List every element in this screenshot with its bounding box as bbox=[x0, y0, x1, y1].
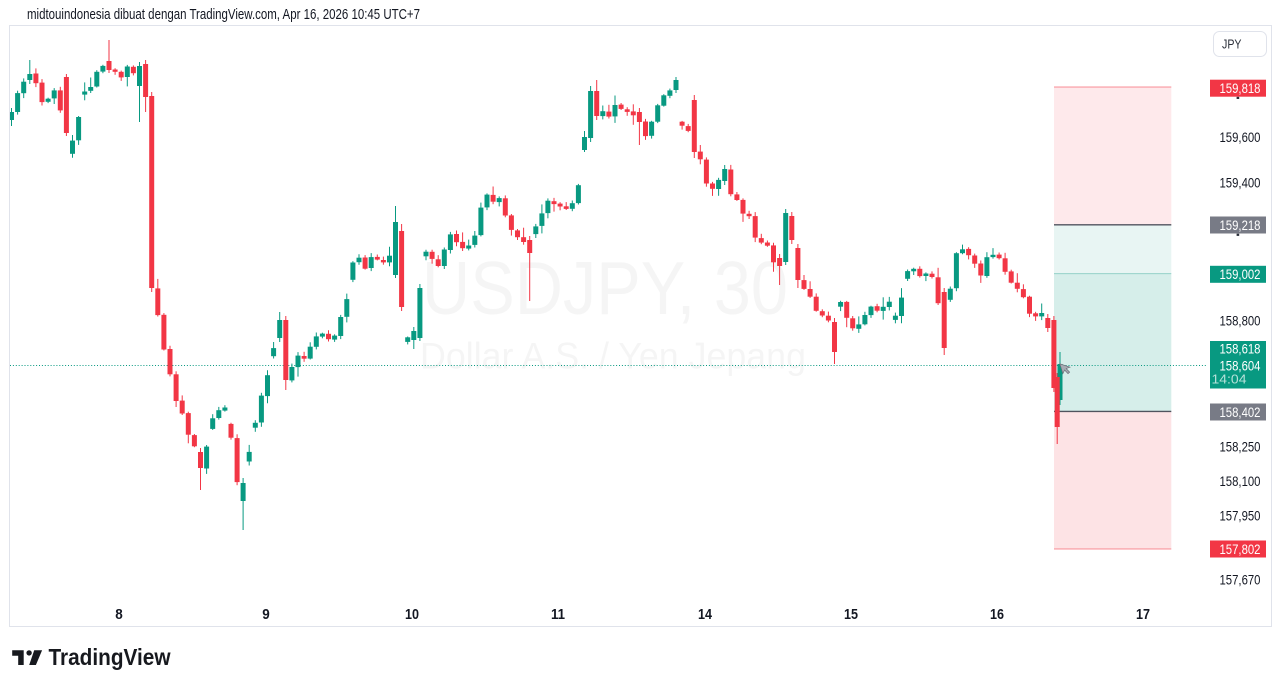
svg-text:158,800: 158,800 bbox=[1220, 313, 1261, 328]
svg-text:14: 14 bbox=[698, 607, 712, 623]
svg-text:158,604: 158,604 bbox=[1220, 358, 1261, 373]
svg-text:159,600: 159,600 bbox=[1220, 130, 1261, 145]
svg-text:9: 9 bbox=[262, 607, 270, 623]
svg-text:158,402: 158,402 bbox=[1220, 405, 1261, 420]
svg-text:158,618: 158,618 bbox=[1220, 341, 1261, 356]
svg-text:16: 16 bbox=[990, 607, 1004, 623]
svg-text:TradingView: TradingView bbox=[49, 644, 171, 670]
svg-text:USDJPY, 30: USDJPY, 30 bbox=[422, 246, 788, 330]
svg-text:11: 11 bbox=[551, 607, 565, 623]
svg-text:157,802: 157,802 bbox=[1220, 542, 1261, 557]
svg-text:157,670: 157,670 bbox=[1220, 573, 1261, 588]
svg-text:14:04: 14:04 bbox=[1212, 372, 1247, 387]
svg-text:midtouindonesia dibuat dengan: midtouindonesia dibuat dengan TradingVie… bbox=[27, 7, 420, 23]
svg-text:10: 10 bbox=[405, 607, 419, 623]
svg-text:8: 8 bbox=[115, 607, 123, 623]
svg-text:159,002: 159,002 bbox=[1220, 267, 1261, 282]
svg-text:Dollar A.S. / Yen Jepang: Dollar A.S. / Yen Jepang bbox=[420, 336, 806, 377]
svg-text:157,950: 157,950 bbox=[1220, 508, 1261, 523]
svg-text:JPY: JPY bbox=[1222, 37, 1242, 52]
svg-text:15: 15 bbox=[844, 607, 858, 623]
svg-text:158,100: 158,100 bbox=[1220, 474, 1261, 489]
svg-text:159,400: 159,400 bbox=[1220, 176, 1261, 191]
svg-text:17: 17 bbox=[1136, 607, 1150, 623]
svg-text:159,218: 159,218 bbox=[1220, 218, 1261, 233]
svg-text:159,818: 159,818 bbox=[1220, 81, 1261, 96]
svg-text:158,250: 158,250 bbox=[1220, 440, 1261, 455]
